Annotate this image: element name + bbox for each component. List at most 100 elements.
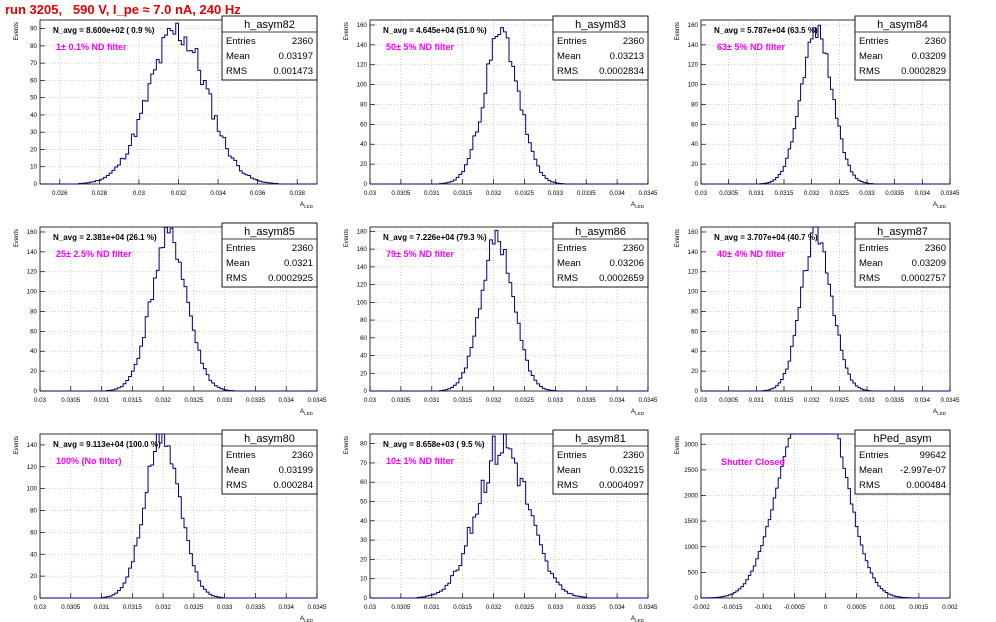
page-title: run 3205, 590 V, I_pe ≈ 7.0 nA, 240 Hz — [5, 2, 241, 17]
plot-frame — [369, 19, 649, 185]
x-tick-label: 0.03 — [34, 397, 47, 404]
chart-h_asym86: 0.03 0.0305 0.031 0.0315 0.032 0.0325 0.033 0.0… — [344, 222, 658, 416]
stats-key: Entries — [226, 450, 256, 461]
x-tick-label: 0.0325 — [184, 604, 203, 611]
plot-frame — [39, 433, 318, 599]
x-axis-label: ALED — [933, 408, 947, 416]
stats-value: 0.03213 — [610, 51, 644, 62]
stats-value: 0.0321 — [284, 258, 313, 269]
y-tick-label: 120 — [27, 464, 38, 471]
x-tick-label: 0.0305 — [391, 604, 410, 611]
filter-label: 63± 5% ND filter — [717, 42, 785, 52]
x-tick-label: 0.0345 — [941, 190, 960, 197]
x-tick-label: -0.0015 — [722, 604, 744, 611]
stats-key: Mean — [226, 51, 250, 62]
navg-label: N_avg = 3.707e+04 (40.7 %) — [714, 233, 818, 242]
y-tick-label: 20 — [360, 556, 367, 563]
x-tick-label: 0.0335 — [246, 604, 265, 611]
y-tick-label: 100 — [688, 289, 699, 296]
y-tick-label: 20 — [691, 368, 698, 375]
x-tick-label: 0.03 — [364, 604, 377, 611]
y-tick-label: 40 — [360, 141, 367, 148]
stats-box — [221, 15, 318, 81]
y-tick-label: 160 — [688, 22, 699, 29]
x-axis-label: ALED — [300, 408, 314, 416]
stats-key: Entries — [226, 243, 256, 254]
stats-value: -2.997e-07 — [900, 465, 946, 476]
x-tick-label: 0.0315 — [775, 190, 794, 197]
x-tick-label: 0.034 — [915, 397, 931, 404]
x-axis-label: ALED — [300, 201, 314, 209]
y-tick-label: 60 — [360, 121, 367, 128]
y-tick-label: 60 — [360, 479, 367, 486]
y-tick-label: 160 — [357, 246, 368, 253]
navg-label: N_avg = 7.226e+04 (79.3 %) — [383, 233, 487, 242]
y-tick-label: 90 — [30, 26, 37, 33]
stats-value: 0.000484 — [906, 480, 946, 491]
y-tick-label: 80 — [360, 317, 367, 324]
x-tick-label: 0.0345 — [941, 397, 960, 404]
y-tick-label: 30 — [30, 129, 37, 136]
filter-label: 25± 2.5% ND filter — [56, 249, 132, 259]
filter-label: Shutter Closed — [721, 457, 785, 467]
x-tick-label: 0.034 — [278, 397, 294, 404]
y-axis-label: Events — [14, 22, 20, 40]
x-tick-label: 0.032 — [486, 190, 502, 197]
y-tick-label: 40 — [30, 551, 37, 558]
histogram-series — [40, 22, 317, 185]
stats-box — [552, 222, 649, 288]
y-tick-label: 140 — [357, 264, 368, 271]
stats-value: 2360 — [623, 450, 644, 461]
stats-value: 0.000284 — [273, 480, 313, 491]
histogram-series — [370, 27, 648, 185]
x-tick-label: 0.03 — [695, 397, 708, 404]
y-tick-label: 10 — [360, 576, 367, 583]
stats-key: Entries — [557, 36, 587, 47]
x-tick-label: 0.0345 — [308, 397, 327, 404]
navg-label: N_avg = 9.113e+04 (100.0 %) — [53, 440, 161, 449]
stats-value: 0.03209 — [912, 258, 946, 269]
stats-key: Mean — [226, 465, 250, 476]
x-tick-label: 0.033 — [859, 397, 875, 404]
y-tick-label: 2500 — [684, 467, 698, 474]
stats-key: RMS — [226, 66, 247, 77]
x-tick-label: 0.032 — [486, 604, 502, 611]
y-tick-label: 0 — [695, 595, 699, 602]
y-tick-label: 30 — [360, 537, 367, 544]
x-tick-label: 0.031 — [749, 190, 765, 197]
x-tick-label: 0.0345 — [639, 397, 658, 404]
y-tick-label: 160 — [27, 229, 38, 236]
y-tick-label: 80 — [691, 308, 698, 315]
stats-key: RMS — [557, 480, 578, 491]
y-tick-label: 0 — [695, 181, 699, 188]
chart-h_asym83: 0.03 0.0305 0.031 0.0315 0.032 0.0325 0.033 0.0… — [344, 15, 658, 209]
y-tick-label: 100 — [688, 82, 699, 89]
y-tick-label: 100 — [357, 82, 368, 89]
y-tick-label: 0 — [364, 181, 368, 188]
y-tick-label: 20 — [30, 573, 37, 580]
y-tick-label: 40 — [30, 112, 37, 119]
stats-value: 2360 — [292, 36, 313, 47]
x-tick-label: 0.033 — [217, 397, 233, 404]
y-tick-label: 120 — [357, 62, 368, 69]
chart-h_asym84: 0.03 0.0305 0.031 0.0315 0.032 0.0325 0.033 0.0… — [675, 15, 960, 209]
stats-key: RMS — [226, 273, 247, 284]
y-tick-label: 80 — [360, 441, 367, 448]
stats-value: 0.0002925 — [268, 273, 313, 284]
y-tick-label: 40 — [360, 353, 367, 360]
x-tick-label: 0.0335 — [577, 397, 596, 404]
y-tick-label: 40 — [691, 141, 698, 148]
stats-key: RMS — [859, 66, 880, 77]
x-tick-label: 0.0015 — [909, 604, 928, 611]
x-tick-label: 0.0315 — [123, 397, 142, 404]
y-tick-label: 10 — [30, 164, 37, 171]
stats-value: 2360 — [623, 36, 644, 47]
x-tick-label: 0.033 — [548, 397, 564, 404]
stats-value: 0.03206 — [610, 258, 644, 269]
stats-key: Entries — [557, 243, 587, 254]
x-tick-label: 0.0335 — [577, 604, 596, 611]
x-tick-label: 0.032 — [171, 190, 187, 197]
y-tick-label: 120 — [688, 269, 699, 276]
stats-key: Mean — [557, 51, 581, 62]
x-tick-label: 0.0335 — [885, 397, 904, 404]
